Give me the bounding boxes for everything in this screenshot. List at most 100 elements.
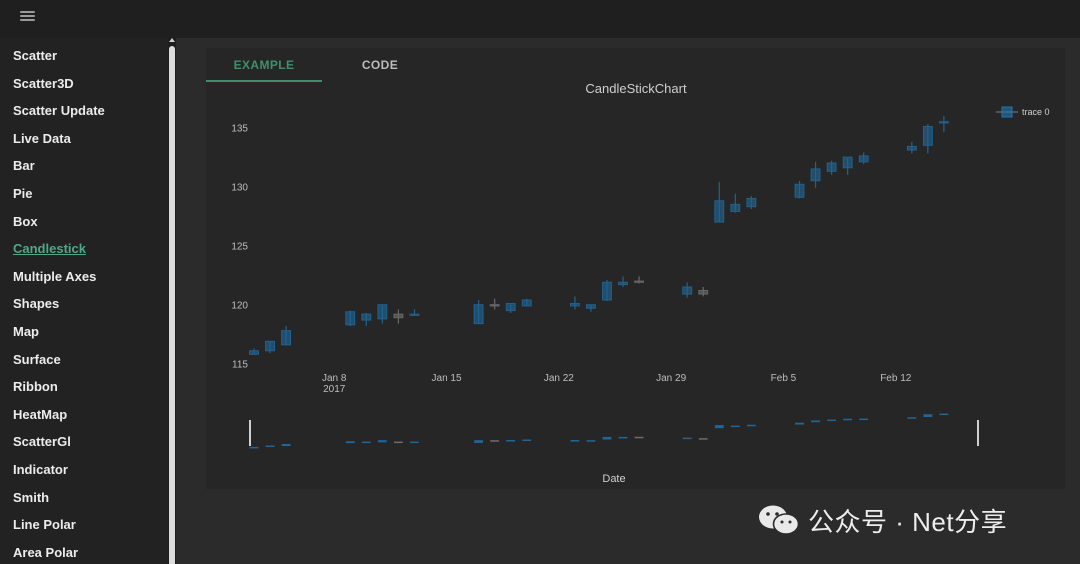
range-slider-right-handle[interactable]: [977, 420, 979, 446]
range-slider[interactable]: [249, 413, 979, 449]
sidebar-item-smith[interactable]: Smith: [13, 489, 50, 505]
legend-swatch: [1001, 106, 1013, 118]
slider-candle: [249, 446, 259, 449]
sidebar-item-area-polar[interactable]: Area Polar: [13, 544, 79, 560]
sidebar-item-live-data[interactable]: Live Data: [13, 130, 71, 146]
slider-candle: [843, 418, 853, 421]
sidebar-item-bar[interactable]: Bar: [13, 158, 35, 174]
candlestick[interactable]: [810, 161, 821, 188]
candlestick[interactable]: [281, 325, 292, 346]
candlestick[interactable]: [586, 304, 596, 312]
candlestick[interactable]: [730, 193, 741, 213]
sidebar-item-multiple-axes[interactable]: Multiple Axes: [13, 268, 97, 284]
candlestick[interactable]: [826, 160, 837, 175]
candlestick[interactable]: [393, 309, 404, 324]
candle-body: [249, 350, 259, 355]
candlestick[interactable]: [634, 276, 644, 284]
sidebar-item-pie[interactable]: Pie: [13, 185, 33, 201]
sidebar-scrollbar[interactable]: [168, 38, 176, 564]
candle-body: [922, 125, 933, 146]
candlestick[interactable]: [842, 156, 853, 175]
sidebar-item-shapes[interactable]: Shapes: [13, 296, 60, 312]
candlestick-series[interactable]: [249, 115, 949, 355]
scroll-up-arrow-icon[interactable]: [169, 38, 175, 42]
x-tick-label: Jan 15: [432, 373, 462, 384]
candlestick[interactable]: [265, 340, 275, 354]
hamburger-menu-icon[interactable]: [20, 9, 35, 23]
x-tick-label: Jan 8: [322, 373, 347, 384]
candle-body: [345, 311, 356, 326]
sidebar-item-indicator[interactable]: Indicator: [13, 461, 68, 477]
tab-example[interactable]: EXAMPLE: [206, 48, 322, 82]
sidebar-list: Scatter Scatter3D Scatter Update Live Data B…: [0, 38, 176, 564]
slider-candle: [602, 436, 612, 440]
sidebar-item-scatter3d[interactable]: Scatter3D: [13, 75, 74, 91]
candlestick[interactable]: [521, 298, 532, 307]
chart-title: CandleStickChart: [585, 81, 687, 96]
candlestick[interactable]: [505, 303, 516, 313]
tab-code[interactable]: CODE: [361, 58, 399, 72]
candlestick[interactable]: [938, 115, 949, 133]
sidebar-item-heatmap[interactable]: HeatMap: [13, 406, 68, 422]
candlestick[interactable]: [489, 298, 500, 310]
candle-body: [281, 330, 292, 346]
slider-candle: [570, 440, 580, 442]
candlestick[interactable]: [409, 309, 420, 316]
sidebar-item-scatter[interactable]: Scatter: [13, 48, 58, 63]
slider-candle: [730, 425, 740, 428]
sidebar-item-line-polar[interactable]: Line Polar: [13, 517, 76, 533]
candlestick[interactable]: [858, 152, 869, 165]
candlestick[interactable]: [714, 181, 725, 223]
candlestick[interactable]: [794, 180, 805, 199]
candlestick-chart[interactable]: CandleStickChart 115 120 125 130 135 Jan 820…: [206, 48, 1065, 489]
sidebar-item-surface[interactable]: Surface: [13, 351, 61, 367]
sidebar-item-box[interactable]: Box: [13, 213, 38, 229]
sidebar-item-scatter-update[interactable]: Scatter Update: [13, 103, 105, 119]
candlestick[interactable]: [698, 286, 709, 297]
sidebar-item-map[interactable]: Map: [13, 323, 39, 339]
slider-candle: [827, 419, 837, 422]
sidebar-item-scattergl[interactable]: ScatterGl: [13, 434, 71, 450]
wechat-logo-icon: [759, 505, 800, 535]
sidebar-item-candlestick[interactable]: Candlestick: [13, 241, 86, 257]
candlestick[interactable]: [361, 312, 372, 326]
candlestick[interactable]: [569, 296, 580, 310]
top-app-bar: [0, 0, 1080, 38]
candle-body: [906, 146, 917, 151]
slider-candle: [795, 422, 804, 425]
candle-body: [265, 340, 275, 352]
scrollbar-thumb[interactable]: [169, 46, 175, 564]
candlestick[interactable]: [746, 196, 757, 210]
x-tick-label: Jan 29: [656, 373, 686, 384]
slider-candle: [939, 413, 949, 416]
slider-candle: [907, 417, 917, 419]
candle-body: [842, 156, 853, 169]
slider-candle: [682, 437, 692, 440]
candle-body: [393, 313, 404, 319]
candlestick[interactable]: [473, 299, 484, 325]
candlestick[interactable]: [249, 348, 259, 355]
legend-item[interactable]: trace 0: [996, 106, 1050, 118]
candlestick[interactable]: [602, 279, 612, 302]
candle-body: [505, 303, 516, 312]
candlestick[interactable]: [682, 282, 693, 298]
candlestick[interactable]: [906, 141, 917, 154]
candlestick[interactable]: [922, 124, 933, 154]
slider-candle: [811, 420, 820, 423]
candlestick[interactable]: [345, 310, 356, 326]
candle-body: [714, 200, 725, 223]
chart-legend[interactable]: trace 0: [996, 106, 1050, 118]
candlestick[interactable]: [377, 304, 388, 324]
candlestick[interactable]: [618, 276, 628, 287]
legend-label: trace 0: [1022, 107, 1050, 117]
range-slider-left-handle[interactable]: [249, 420, 251, 446]
candle-body: [858, 155, 869, 163]
candle-body: [682, 286, 693, 295]
slider-candle: [361, 441, 371, 444]
tab-bar: EXAMPLE CODE: [206, 48, 1065, 82]
slider-candle: [506, 440, 516, 442]
candle-body: [938, 121, 949, 124]
slider-candle: [281, 443, 291, 447]
slider-candle: [714, 425, 724, 429]
sidebar-item-ribbon[interactable]: Ribbon: [13, 379, 58, 395]
